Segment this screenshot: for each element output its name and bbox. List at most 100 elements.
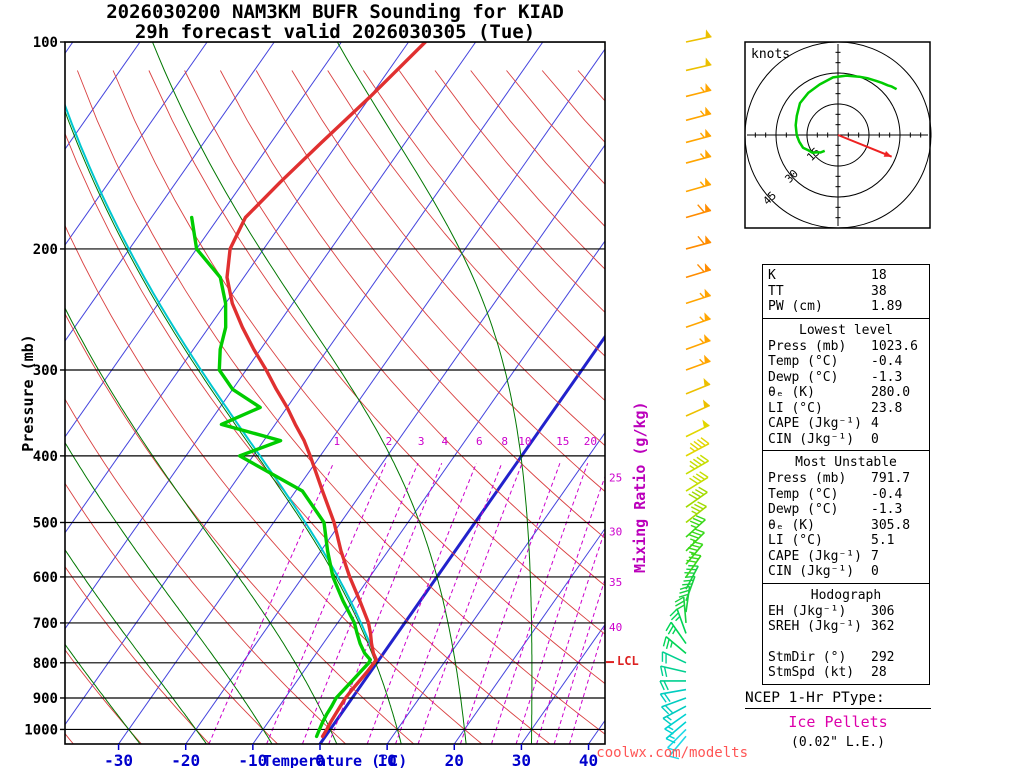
stat-value: 28 — [871, 665, 887, 680]
ptype-block: NCEP 1-Hr PType: Ice Pellets (0.02" L.E.… — [745, 690, 931, 750]
svg-text:20: 20 — [445, 751, 464, 768]
stat-label: LI (°C) — [768, 533, 823, 548]
mixing-ratio-axis-label: Mixing Ratio (g/kg) — [631, 401, 649, 573]
wind-barbs — [659, 29, 712, 760]
hodograph-units-label: knots — [751, 47, 791, 62]
watermark: coolwx.com/modelts — [596, 745, 748, 761]
temperature-axis-label: Temperature (°C) — [262, 752, 408, 768]
stat-label: Dewp (°C) — [768, 502, 839, 517]
svg-text:25: 25 — [609, 471, 622, 484]
mixing-ratio-labels: 1 2 3 4 6 8 10 15 20 25 30 35 40 — [333, 435, 622, 634]
chart-title-line2: 29h forecast valid 2026030305 (Tue) — [134, 21, 536, 43]
stat-label: CAPE (Jkg⁻¹) — [768, 416, 862, 431]
svg-text:10: 10 — [378, 751, 397, 768]
section-header: Lowest level — [799, 322, 893, 338]
stat-row: CIN (Jkg⁻¹) 0 — [768, 432, 924, 448]
svg-text:700: 700 — [33, 616, 58, 632]
stat-label: StmSpd (kt) — [768, 665, 855, 680]
lcl-label: LCL — [617, 654, 639, 669]
stat-label: K — [768, 268, 776, 283]
stat-row: Temp (°C) -0.4 — [768, 487, 924, 503]
stat-value: 0 — [871, 431, 879, 447]
pressure-axis-label: Pressure (mb) — [19, 334, 37, 452]
stat-label: CIN (Jkg⁻¹) — [768, 431, 855, 447]
stat-row: SREH (Jkg⁻¹) 362 — [768, 619, 924, 635]
stat-label: CIN (Jkg⁻¹) — [768, 564, 855, 579]
stat-value: 0 — [871, 564, 879, 579]
stat-label: CAPE (Jkg⁻¹) — [768, 548, 862, 564]
svg-text:4: 4 — [442, 435, 449, 448]
svg-text:-30: -30 — [104, 751, 133, 768]
stat-value: 18 — [871, 268, 887, 283]
svg-text:1: 1 — [333, 435, 340, 448]
ptype-amount: (0.02" L.E.) — [791, 735, 885, 750]
stat-row: CAPE (Jkg⁻¹) 4 — [768, 416, 924, 432]
svg-text:400: 400 — [33, 449, 58, 465]
stat-row: LI (°C) 23.8 — [768, 401, 924, 417]
stat-label: PW (cm) — [768, 299, 823, 314]
stat-label: Temp (°C) — [768, 354, 839, 369]
stat-value: 4 — [871, 416, 879, 431]
data-panel: K 18 TT 38 PW (cm) 1.89 Lowest level Press (mb)… — [762, 264, 930, 685]
stat-row: EH (Jkg⁻¹) 306 — [768, 604, 924, 620]
stat-row: K 18 — [768, 268, 924, 284]
svg-text:-10: -10 — [238, 751, 267, 768]
storm-motion-arrow — [837, 134, 893, 158]
svg-text:20: 20 — [584, 435, 597, 448]
stat-value: -1.3 — [871, 502, 903, 517]
stat-value: 306 — [871, 603, 895, 619]
svg-text:35: 35 — [609, 576, 622, 589]
svg-text:100: 100 — [33, 35, 58, 51]
section-box: Most Unstable Press (mb) 791.7 Temp (°C) -0.… — [762, 450, 930, 584]
svg-text:800: 800 — [33, 656, 58, 672]
svg-text:15: 15 — [556, 435, 569, 448]
stat-label: θₑ (K) — [768, 517, 815, 533]
section-box: Hodograph EH (Jkg⁻¹) 306 SREH (Jkg⁻¹) 362 Stm… — [762, 582, 930, 685]
stat-row: StmDir (°) 292 — [768, 650, 924, 666]
stat-value: 292 — [871, 649, 895, 665]
stat-value: 5.1 — [871, 533, 895, 548]
section-box: Lowest level Press (mb) 1023.6 Temp (°C) -0.… — [762, 317, 930, 451]
ptype-value: Ice Pellets — [788, 713, 888, 731]
svg-text:900: 900 — [33, 691, 58, 707]
svg-text:-20: -20 — [171, 751, 200, 768]
stat-row: TT 38 — [768, 284, 924, 300]
stat-value: 1.89 — [871, 299, 903, 314]
stat-value: 362 — [871, 619, 895, 634]
stat-value: 791.7 — [871, 471, 911, 486]
stat-value: -0.4 — [871, 354, 903, 369]
stat-label: SREH (Jkg⁻¹) — [768, 619, 862, 634]
stat-row: θₑ (K) 280.0 — [768, 385, 924, 401]
hodograph-trace — [794, 74, 898, 155]
svg-text:3: 3 — [418, 435, 425, 448]
section-header: Most Unstable — [795, 455, 897, 470]
stat-row: CAPE (Jkg⁻¹) 7 — [768, 549, 924, 565]
stat-row: Temp (°C) -0.4 — [768, 354, 924, 370]
stat-label: StmDir (°) — [768, 649, 847, 665]
stat-row: CIN (Jkg⁻¹) 0 — [768, 564, 924, 580]
dry-adiabats — [65, 70, 605, 744]
stat-label: Dewp (°C) — [768, 369, 839, 385]
svg-text:30: 30 — [609, 525, 622, 538]
stat-row: StmSpd (kt) 28 — [768, 665, 924, 681]
ptype-heading: NCEP 1-Hr PType: — [745, 690, 931, 709]
svg-text:1000: 1000 — [24, 722, 58, 738]
isotherms — [65, 42, 605, 744]
stat-row: Dewp (°C) -1.3 — [768, 502, 924, 518]
stat-value: -0.4 — [871, 486, 903, 502]
stat-value: 280.0 — [871, 385, 911, 400]
stat-value: 7 — [871, 548, 879, 564]
svg-text:200: 200 — [33, 242, 58, 258]
svg-text:0: 0 — [315, 751, 325, 768]
indices-box: K 18 TT 38 PW (cm) 1.89 — [762, 264, 930, 319]
moist-adiabats — [65, 42, 533, 744]
stat-row: Press (mb) 1023.6 — [768, 339, 924, 355]
stat-value: 23.8 — [871, 400, 903, 416]
svg-text:500: 500 — [33, 515, 58, 531]
dewpoint-profile — [189, 215, 372, 739]
stat-label: θₑ (K) — [768, 385, 815, 400]
